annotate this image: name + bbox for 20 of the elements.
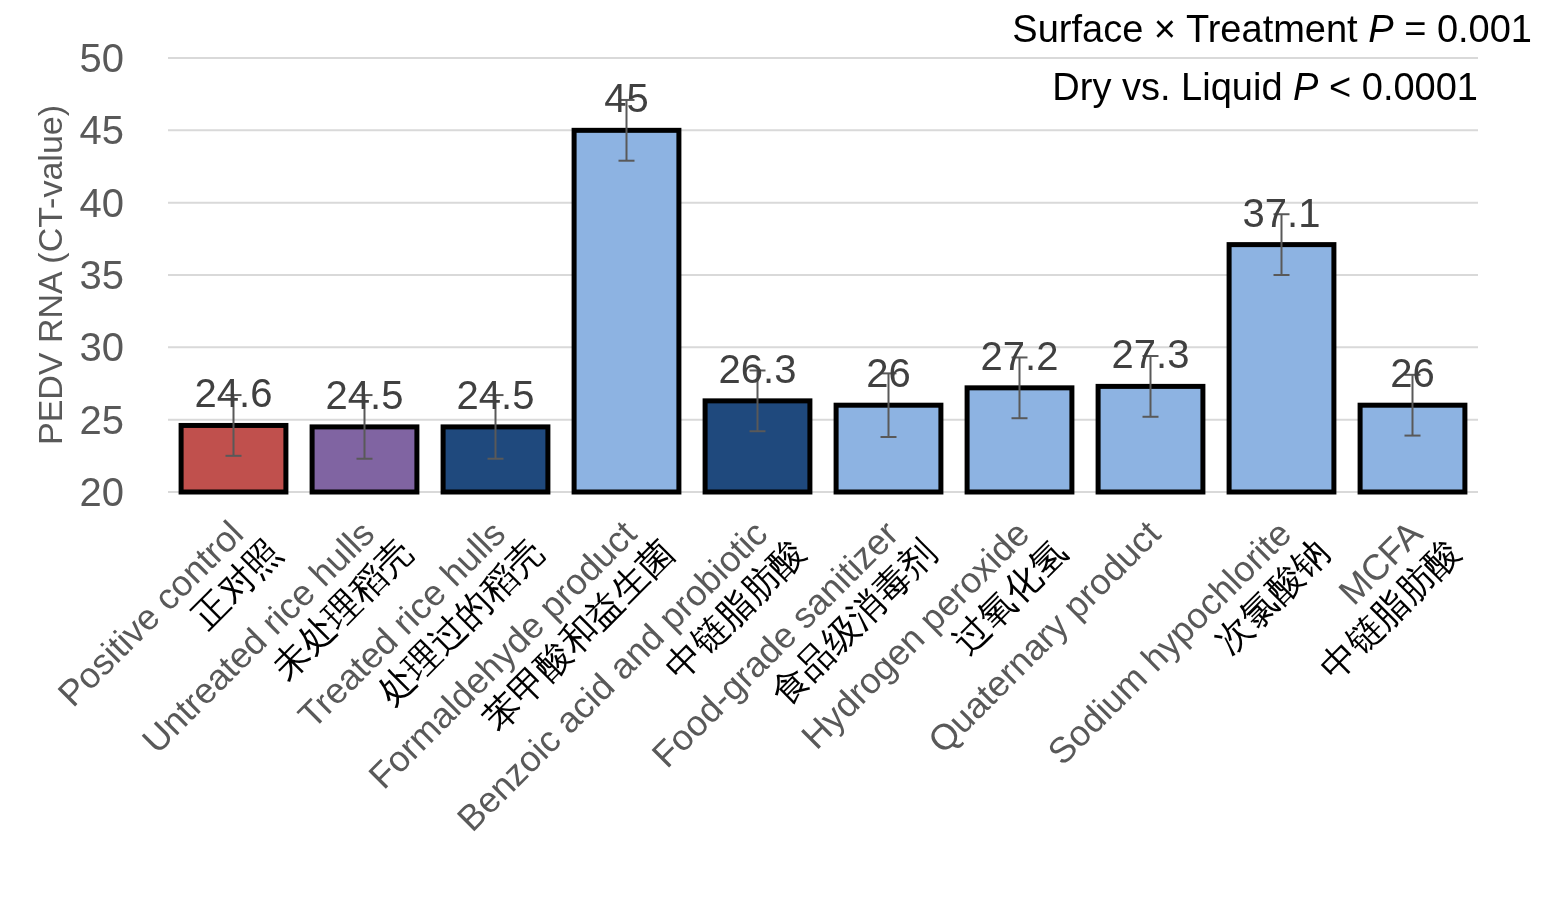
y-tick-label: 45 [79,108,124,153]
y-tick-label: 25 [79,397,124,442]
data-label: 26.3 [718,346,797,391]
text: Surface × Treatment P = 0.001 [1012,8,1532,50]
data-label: 26 [866,351,911,396]
data-label: 27.2 [980,333,1059,378]
data-label: 27.3 [1111,332,1190,377]
data-label: 37.1 [1242,190,1321,235]
y-tick-label: 40 [79,180,124,225]
y-tick-label: 35 [79,253,124,297]
y-tick-label: 50 [79,36,124,80]
y-axis-title: PEDV RNA (CT-value) [31,104,69,446]
y-tick-label: 20 [79,470,124,514]
data-label: 24.6 [194,371,273,416]
data-label: 45 [604,76,649,121]
annotation: Dry vs. Liquid P < 0.0001 [1052,66,1478,108]
data-label: 24.5 [325,372,404,417]
y-tick-label: 30 [79,325,124,370]
data-label: 26 [1390,351,1435,396]
data-label: 24.5 [456,372,535,417]
